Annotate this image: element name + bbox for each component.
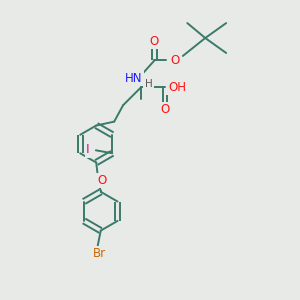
Text: OH: OH: [168, 81, 186, 94]
Text: HN: HN: [125, 72, 142, 85]
Text: O: O: [150, 34, 159, 47]
Text: H: H: [145, 79, 152, 89]
Text: O: O: [160, 103, 170, 116]
Text: O: O: [98, 174, 107, 187]
Text: I: I: [86, 143, 90, 156]
Text: Br: Br: [93, 248, 106, 260]
Text: O: O: [171, 54, 180, 67]
